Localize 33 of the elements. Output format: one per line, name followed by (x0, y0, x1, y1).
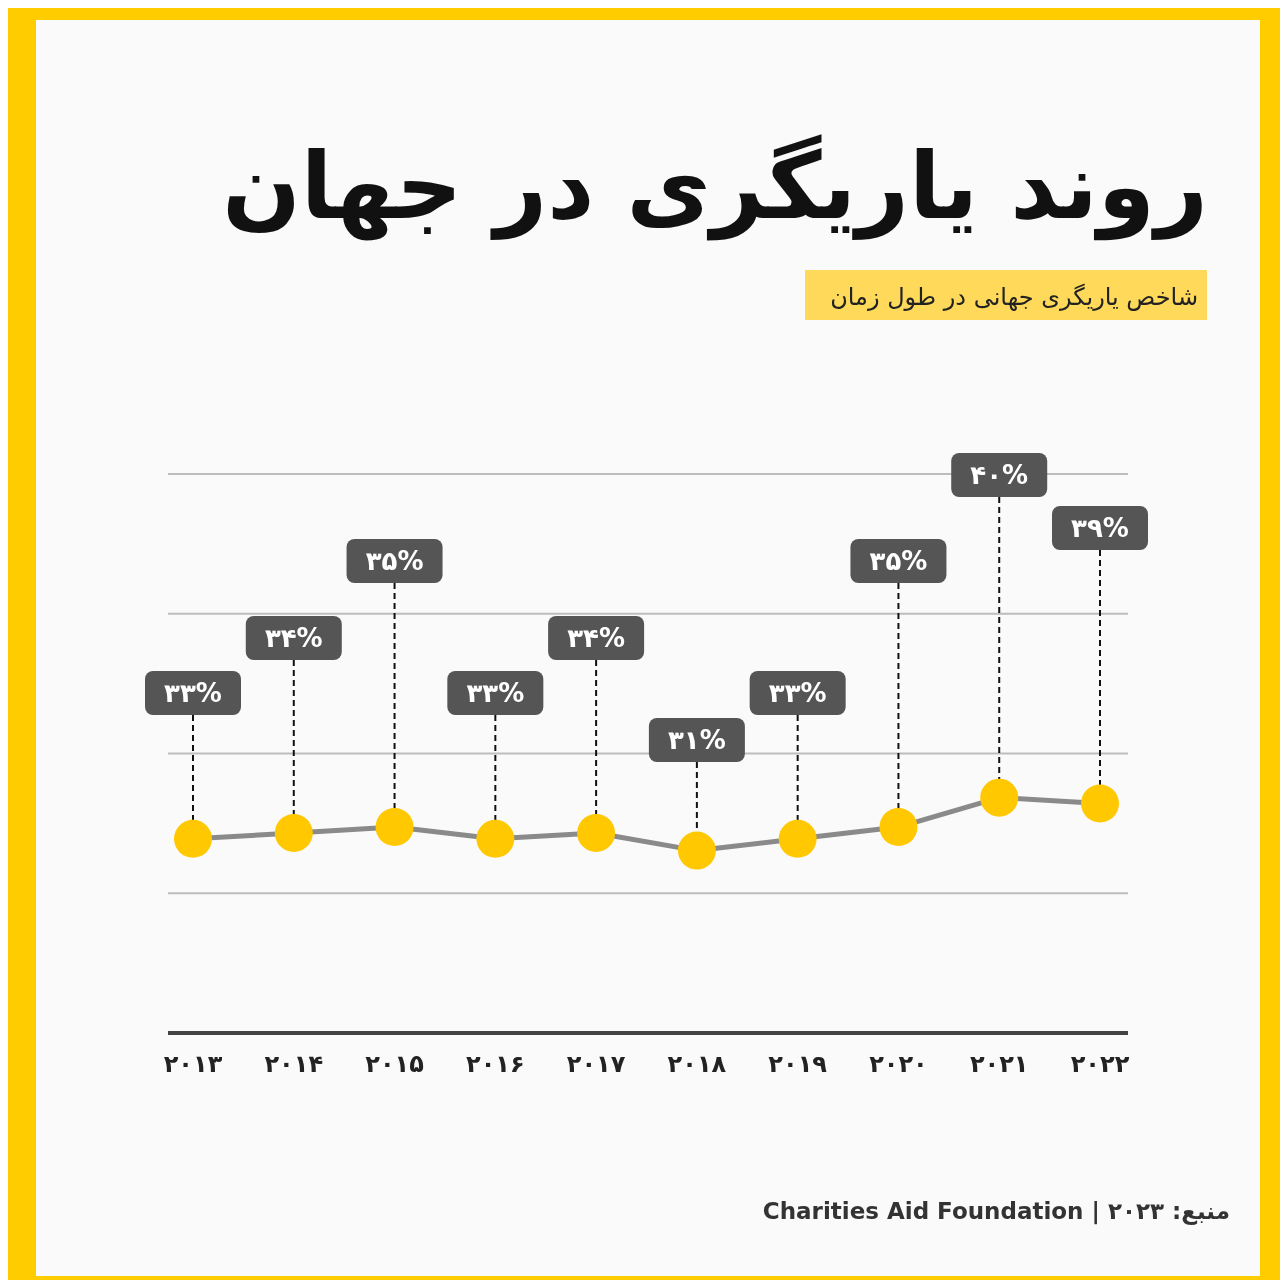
data-label: ۴۰% (970, 460, 1029, 490)
point (174, 819, 212, 858)
text: منبع: ۲۰۲۳ | Charities Aid Foundation (762, 1198, 1230, 1225)
point (980, 778, 1019, 817)
chart-title: روند یاریگری در جهان (222, 133, 1208, 241)
data-label: ۳۴% (264, 623, 323, 653)
point (879, 808, 918, 847)
x-tick-label: ۲۰۲۲ (1070, 1050, 1130, 1078)
data-label: ۳۵% (365, 546, 424, 576)
x-tick-label: ۲۰۱۶ (466, 1050, 525, 1078)
chart-subtitle: شاخص یاریگری جهانی در طول زمان (830, 283, 1198, 311)
x-tick-label: ۲۰۱۴ (264, 1050, 324, 1078)
x-tick-label: ۲۰۱۸ (667, 1050, 727, 1078)
x-tick-label: ۲۰۱۹ (768, 1050, 828, 1078)
x-tick-label: ۲۰۲۰ (869, 1050, 928, 1078)
x-tick-label: ۲۰۲۱ (969, 1050, 1029, 1078)
data-label: ۳۳% (768, 678, 827, 708)
data-label: ۳۳% (164, 678, 222, 708)
point (778, 819, 817, 858)
point (577, 813, 616, 852)
x-tick-label: ۲۰۱۷ (566, 1050, 626, 1078)
point (274, 813, 313, 852)
point (375, 808, 414, 847)
data-label: ۳۳% (466, 678, 525, 708)
point (1081, 784, 1119, 823)
x-tick-label: ۲۰۱۳ (163, 1050, 223, 1078)
data-label: ۳۵% (869, 546, 928, 576)
data-label: ۳۴% (567, 623, 626, 653)
data-label: ۳۹% (1071, 513, 1129, 543)
point (677, 831, 716, 870)
point (476, 819, 515, 858)
data-label: ۳۱% (667, 725, 726, 755)
x-tick-label: ۲۰۱۵ (365, 1050, 424, 1078)
